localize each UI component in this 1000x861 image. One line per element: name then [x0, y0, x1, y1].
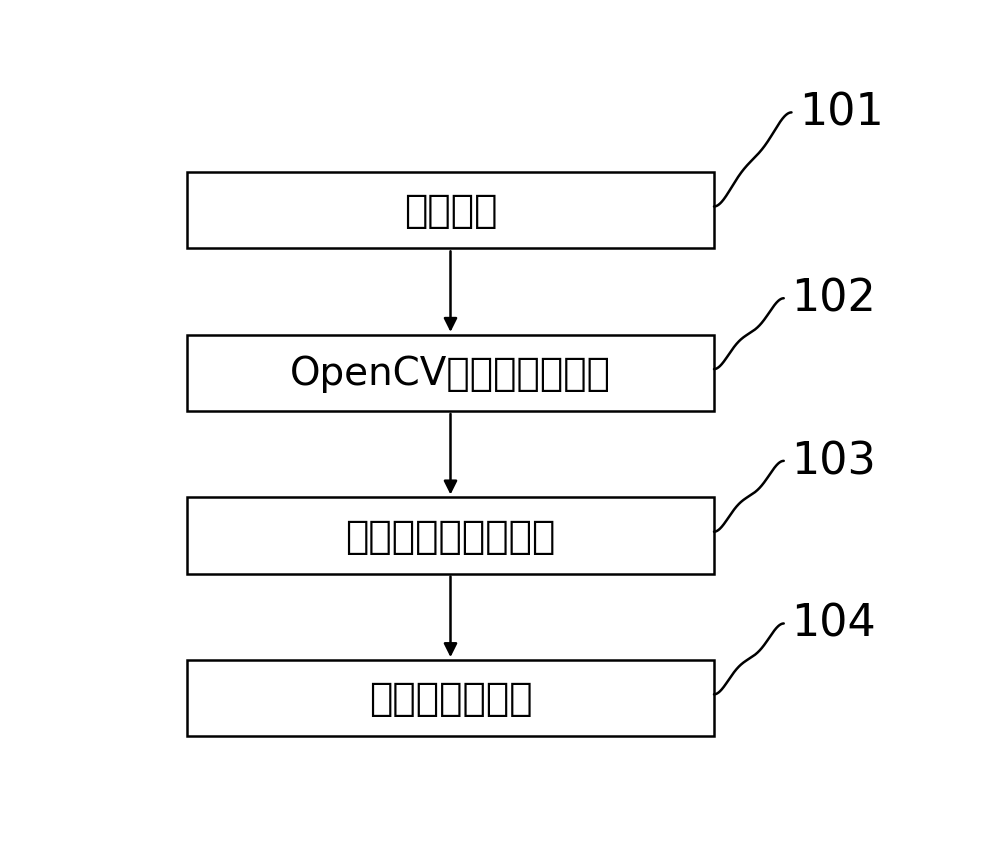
Bar — [187, 660, 714, 736]
Text: 数据搜集: 数据搜集 — [404, 192, 497, 230]
Text: 104: 104 — [792, 603, 876, 645]
Text: 102: 102 — [792, 277, 876, 320]
Bar — [187, 173, 714, 249]
Text: 103: 103 — [792, 440, 876, 483]
Text: 参数传递到前端: 参数传递到前端 — [369, 679, 532, 717]
Bar — [187, 335, 714, 412]
Bar — [187, 498, 714, 574]
Text: 101: 101 — [799, 92, 884, 134]
Text: 灰度直方图匹配检测: 灰度直方图匹配检测 — [345, 517, 556, 554]
Text: OpenCV图像分析与处理: OpenCV图像分析与处理 — [290, 355, 611, 393]
